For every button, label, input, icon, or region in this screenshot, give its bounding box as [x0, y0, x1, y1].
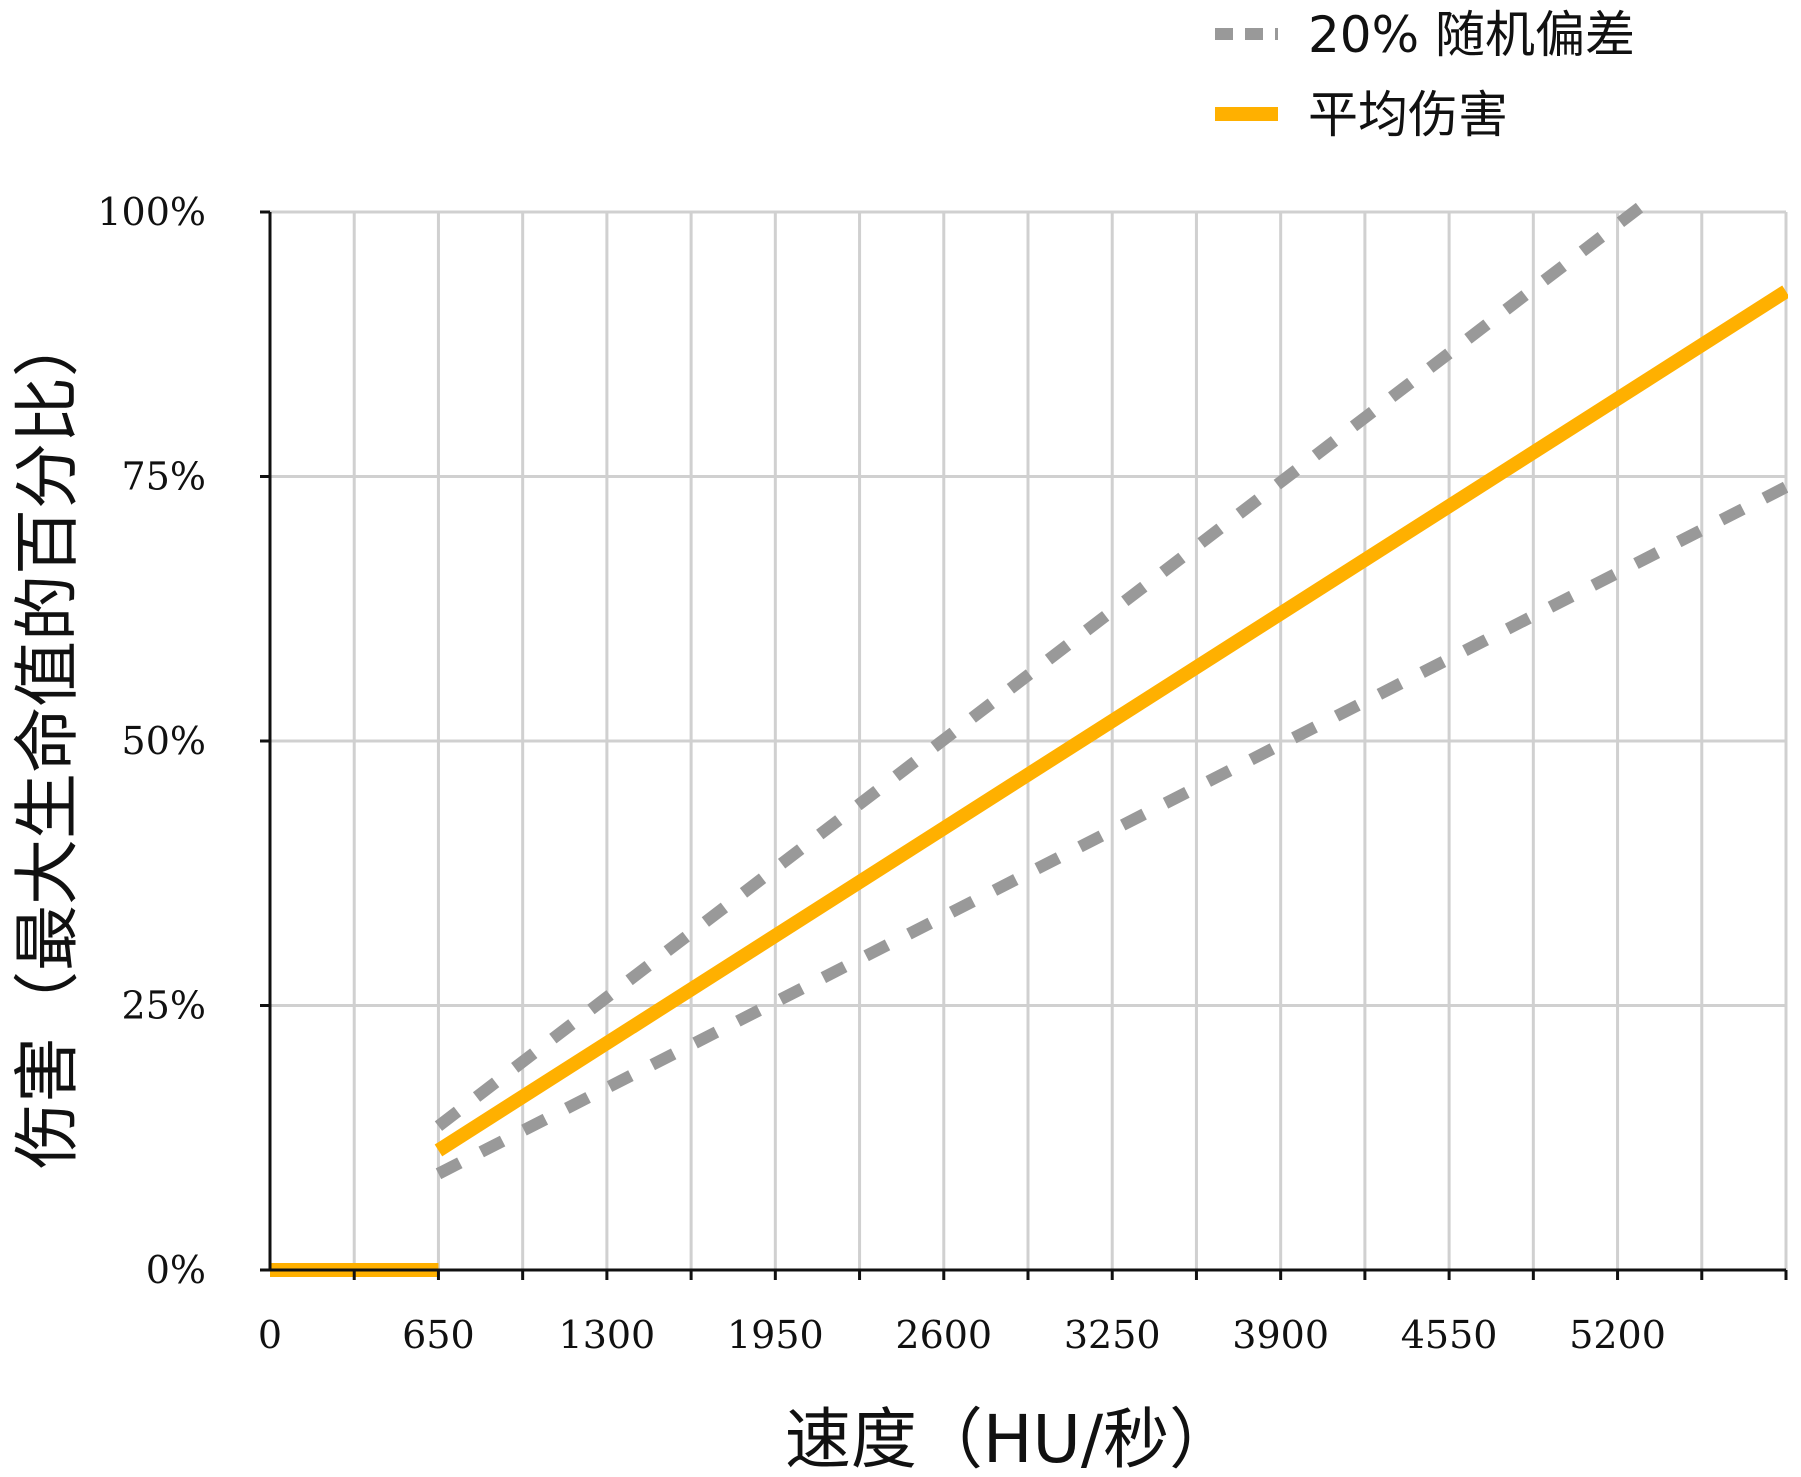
legend-label: 20% 随机偏差 [1308, 6, 1635, 64]
y-tick-label: 50% [122, 719, 206, 763]
axes [260, 210, 1788, 1280]
x-tick-label: 650 [402, 1313, 475, 1357]
x-tick-label: 3250 [1064, 1313, 1161, 1357]
y-tick-label: 100% [97, 190, 206, 234]
x-tick-label: 3900 [1232, 1313, 1329, 1357]
x-tick-label: 2600 [895, 1313, 992, 1357]
x-axis-title: 速度（HU/秒） [785, 1401, 1235, 1477]
y-tick-label: 0% [146, 1248, 206, 1292]
x-tick-label: 0 [258, 1313, 282, 1357]
x-tick-label: 4550 [1401, 1313, 1498, 1357]
x-tick-label: 1950 [727, 1313, 824, 1357]
x-tick-label: 5200 [1569, 1313, 1666, 1357]
y-axis-title: 伤害（最大生命值的百分比） [9, 311, 86, 1169]
grid [270, 210, 1788, 1270]
legend-label: 平均伤害 [1308, 86, 1508, 144]
y-tick-label: 25% [122, 984, 206, 1028]
x-tick-label: 1300 [559, 1313, 656, 1357]
y-tick-label: 75% [122, 455, 206, 499]
deviation-dashed-line [434, 200, 1660, 1131]
deviation-dashed-line [435, 481, 1788, 1180]
mean-damage-line [434, 285, 1788, 1157]
tick-labels: 0 650 1300 1950 2600 3250 3900 4550 5200 0% 25% 50%… [97, 190, 1666, 1357]
